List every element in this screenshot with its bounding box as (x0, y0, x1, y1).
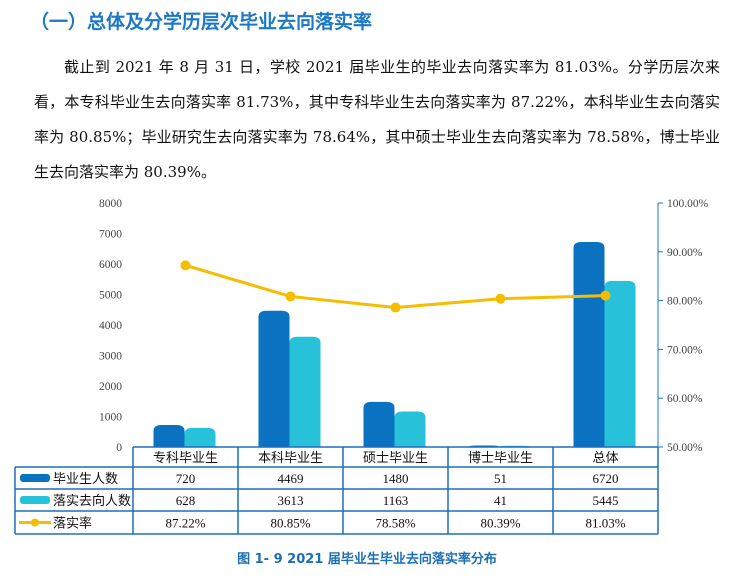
right-tick-label: 70.00% (667, 344, 703, 356)
data-label: 6720 (593, 471, 619, 486)
rate-point-0 (180, 260, 191, 271)
right-tick-label: 90.00% (667, 247, 703, 259)
left-tick-label: 4000 (99, 320, 122, 332)
chart: 0 1000 2000 3000 4000 5000 6000 7000 8000 50.00% 6… (14, 198, 709, 535)
left-tick-label: 8000 (99, 198, 122, 210)
rate-point-3 (495, 293, 506, 304)
legend-swatch (20, 496, 50, 504)
rate-line (185, 263, 606, 310)
bar-placed-4 (604, 280, 636, 447)
data-label: 720 (176, 471, 196, 486)
data-label: 51 (494, 471, 507, 486)
category-label: 专科毕业生 (153, 451, 218, 466)
data-label: 3613 (278, 493, 304, 508)
data-label: 78.58% (375, 516, 415, 531)
left-tick-label: 7000 (99, 229, 122, 241)
left-tick-label: 2000 (99, 381, 122, 393)
data-label: 5445 (593, 493, 619, 508)
rate-point-4 (600, 290, 611, 301)
data-label: 1163 (383, 493, 409, 508)
category-label: 硕士毕业生 (363, 451, 428, 466)
bar-placed-2 (394, 411, 426, 447)
section-heading: （一）总体及分学历层次毕业去向落实率 (30, 11, 373, 33)
category-label: 博士毕业生 (468, 451, 533, 466)
data-label: 80.85% (270, 516, 310, 531)
right-tick-label: 80.00% (667, 296, 703, 308)
data-label: 81.03% (585, 516, 625, 531)
legend-label: 落实率 (53, 516, 92, 532)
category-label: 总体 (592, 451, 618, 466)
figure-caption: 图 1- 9 2021 届毕业生毕业去向落实率分布 (237, 552, 497, 567)
category-label: 本科毕业生 (258, 451, 323, 466)
data-label: 41 (494, 493, 507, 508)
legend-label: 落实去向人数 (53, 493, 131, 509)
left-tick-label: 5000 (99, 290, 122, 302)
rate-point-1 (285, 291, 296, 302)
summary-paragraph: 截止到 2021 年 8 月 31 日，学校 2021 届毕业生的毕业去向落实率… (34, 58, 720, 181)
data-label: 4469 (278, 471, 304, 486)
left-tick-label: 3000 (99, 351, 122, 363)
bar-graduates-2 (363, 401, 395, 447)
legend-swatch (20, 474, 50, 482)
data-label: 628 (176, 493, 196, 508)
right-tick-label: 100.00% (667, 198, 709, 210)
rate-point-2 (390, 302, 401, 313)
bar-graduates-4 (573, 242, 605, 447)
legend-label: 毕业生人数 (53, 472, 118, 487)
left-tick-label: 0 (116, 442, 122, 454)
bar-placed-0 (184, 427, 216, 447)
right-tick-label: 60.00% (667, 393, 703, 405)
left-tick-label: 1000 (99, 412, 122, 424)
data-label: 87.22% (165, 516, 205, 531)
bar-graduates-0 (153, 425, 185, 447)
data-label: 1480 (383, 471, 409, 486)
bar-graduates-1 (258, 310, 290, 447)
legend-marker (31, 518, 39, 527)
right-tick-label: 50.00% (667, 442, 703, 454)
bar-placed-1 (289, 336, 321, 447)
left-tick-label: 6000 (99, 259, 122, 271)
data-label: 80.39% (480, 516, 520, 531)
